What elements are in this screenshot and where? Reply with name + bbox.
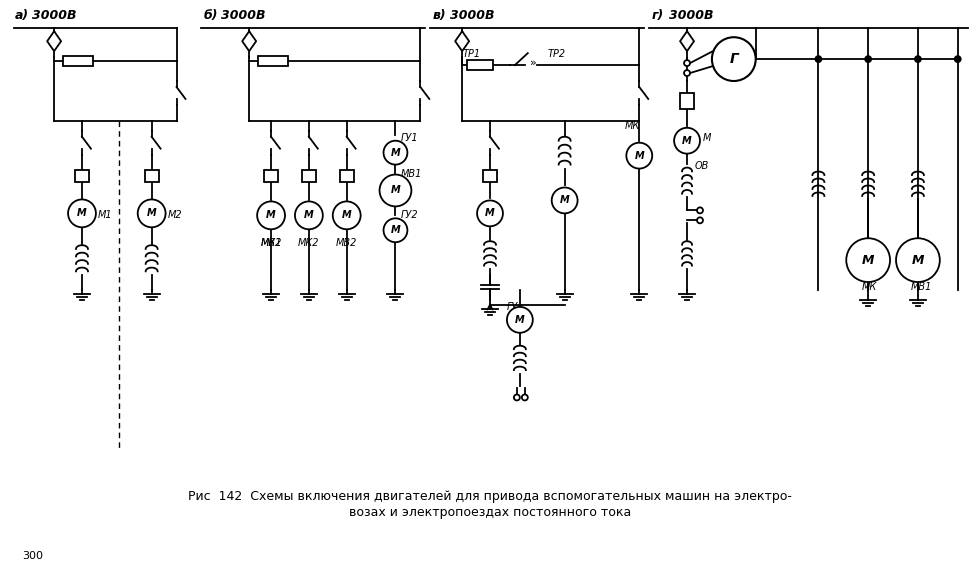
Circle shape — [383, 141, 408, 164]
Circle shape — [68, 199, 96, 227]
Circle shape — [711, 37, 756, 81]
Text: МВ2: МВ2 — [336, 238, 358, 248]
Text: ГУ2: ГУ2 — [401, 210, 418, 221]
Bar — [467, 60, 493, 70]
Circle shape — [697, 217, 703, 223]
Text: М: М — [861, 254, 874, 266]
Text: возах и электропоездах постоянного тока: возах и электропоездах постоянного тока — [349, 507, 631, 519]
Circle shape — [379, 175, 412, 206]
Bar — [258, 56, 288, 66]
Text: ТР2: ТР2 — [548, 49, 565, 59]
Text: М: М — [342, 210, 352, 221]
Text: б): б) — [204, 9, 218, 22]
Circle shape — [552, 187, 577, 213]
Circle shape — [684, 60, 690, 66]
Text: М: М — [391, 148, 401, 158]
Text: ТР1: ТР1 — [463, 49, 480, 59]
Text: ГУ: ГУ — [507, 302, 518, 312]
Text: Г: Г — [729, 52, 738, 66]
Circle shape — [626, 143, 653, 168]
Circle shape — [697, 207, 703, 213]
Circle shape — [507, 307, 533, 333]
Circle shape — [674, 128, 700, 154]
Circle shape — [915, 56, 921, 62]
Text: М: М — [682, 136, 692, 146]
Text: Рис  142  Схемы включения двигателей для привода вспомогательных машин на электр: Рис 142 Схемы включения двигателей для п… — [188, 490, 792, 504]
Text: МК: МК — [624, 121, 640, 131]
Text: МВ1: МВ1 — [401, 168, 421, 179]
Text: М: М — [634, 151, 644, 160]
Text: М: М — [703, 133, 711, 143]
Bar — [302, 170, 316, 182]
Text: »: » — [530, 58, 537, 68]
Bar — [75, 170, 89, 182]
Circle shape — [521, 394, 528, 401]
Text: М: М — [514, 315, 524, 325]
Circle shape — [477, 201, 503, 226]
Text: М: М — [267, 210, 276, 221]
Text: в): в) — [432, 9, 446, 22]
Text: М: М — [391, 225, 401, 236]
Bar — [340, 170, 354, 182]
Text: МВ2: МВ2 — [261, 238, 282, 248]
Text: М: М — [304, 210, 314, 221]
Circle shape — [955, 56, 960, 62]
Text: М1: М1 — [98, 210, 113, 221]
Text: 3000В: 3000В — [32, 9, 76, 22]
Circle shape — [383, 218, 408, 242]
Circle shape — [847, 238, 890, 282]
Bar — [483, 170, 497, 182]
Text: М: М — [560, 195, 569, 205]
Text: а): а) — [15, 9, 28, 22]
Text: МК1: МК1 — [261, 238, 282, 248]
Text: М: М — [77, 209, 87, 218]
Circle shape — [865, 56, 871, 62]
Text: МК2: МК2 — [298, 238, 319, 248]
Text: М: М — [147, 209, 157, 218]
Bar — [680, 93, 694, 109]
Circle shape — [896, 238, 940, 282]
Circle shape — [138, 199, 166, 227]
Text: 3000В: 3000В — [450, 9, 495, 22]
Circle shape — [815, 56, 821, 62]
Bar — [145, 170, 159, 182]
Text: М: М — [391, 186, 401, 195]
Text: г): г) — [652, 9, 663, 22]
Text: МВ1: МВ1 — [911, 282, 932, 292]
Bar — [63, 56, 93, 66]
Text: М2: М2 — [168, 210, 182, 221]
Text: ОВ: ОВ — [695, 160, 710, 171]
Text: М: М — [911, 254, 924, 266]
Circle shape — [514, 394, 519, 401]
Circle shape — [257, 202, 285, 229]
Circle shape — [684, 70, 690, 76]
Bar — [264, 170, 278, 182]
Text: 3000В: 3000В — [221, 9, 266, 22]
Circle shape — [295, 202, 322, 229]
Text: 300: 300 — [23, 551, 43, 560]
Text: 3000В: 3000В — [669, 9, 713, 22]
Text: М: М — [485, 209, 495, 218]
Circle shape — [333, 202, 361, 229]
Text: ГУ1: ГУ1 — [401, 133, 418, 143]
Text: МК: МК — [862, 282, 877, 292]
